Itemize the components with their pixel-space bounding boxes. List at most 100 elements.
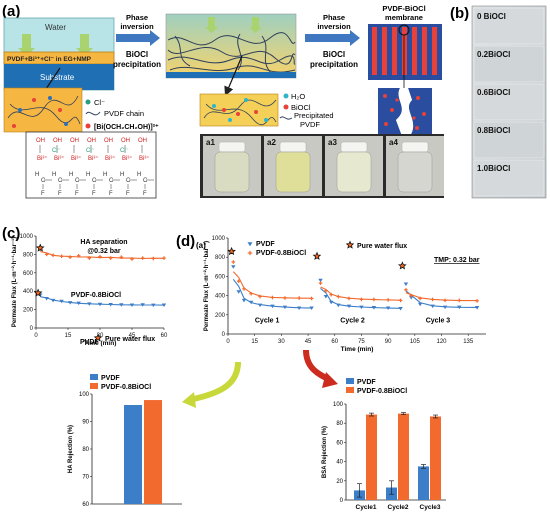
data-point — [119, 303, 124, 307]
membrane-photo — [473, 45, 545, 83]
chem-c: C — [126, 178, 131, 184]
x-tick-label: 135 — [463, 339, 474, 345]
legend-swatch — [90, 374, 98, 380]
x-tick-label: 90 — [385, 339, 392, 345]
data-point — [404, 288, 408, 292]
data-point — [242, 287, 246, 291]
vial-label: a4 — [389, 138, 398, 147]
chem-bi: Bi³⁺ — [37, 155, 48, 162]
y-tick-label: 200 — [215, 313, 226, 319]
data-point — [372, 297, 376, 302]
membrane-schematic: PVDF-BiOCl membrane — [368, 4, 442, 136]
data-point — [67, 301, 73, 305]
chem-f: F — [109, 191, 113, 197]
data-point — [119, 255, 124, 259]
data-point — [409, 295, 414, 300]
chem-h: H — [86, 172, 90, 178]
vial-body — [214, 151, 250, 193]
data-point — [129, 303, 135, 307]
data-point — [309, 306, 314, 311]
chem-h: H — [52, 172, 56, 178]
chem-oh: OH — [121, 138, 130, 144]
data-point — [108, 256, 113, 260]
data-point — [417, 302, 423, 307]
data-point — [457, 305, 462, 310]
precipitation-zoom: H₂O BiOCl Precipitated PVDF — [199, 92, 334, 129]
y-axis-label: Permeate Flux (L·m⁻²·h⁻¹·bar⁻¹) — [11, 237, 18, 327]
series-label: PVDF-0.8BiOCl — [71, 292, 121, 299]
chart-title: HA separation — [80, 239, 127, 246]
data-point — [258, 294, 262, 299]
legend-label: PVDF — [101, 375, 120, 382]
data-point — [329, 300, 334, 305]
chem-c: C — [41, 178, 46, 184]
chem-bi: Bi³⁺ — [139, 155, 150, 162]
chem-bi: Bi³⁺ — [105, 155, 116, 162]
membrane-photo-label: 1.0BiOCl — [477, 164, 510, 173]
membrane-photo-label: 0.2BiOCl — [477, 50, 510, 59]
chem-oh: OH — [138, 138, 147, 144]
membrane-photo-label: 0.6BiOCl — [477, 88, 510, 97]
arrow2-text-2: inversion — [317, 22, 351, 31]
panel-label-c: (c) — [2, 225, 20, 242]
substrate-label: Substrate — [40, 73, 75, 82]
data-point — [336, 294, 341, 299]
data-point — [44, 297, 49, 301]
data-point — [44, 252, 49, 257]
vial-cap — [218, 141, 246, 153]
y-tick-label: 0 — [340, 498, 344, 504]
legend-schematic: Cl⁻ PVDF chain [Bi(OCH₂CH₂OH)]²⁺ — [85, 98, 159, 131]
membrane-photo — [473, 121, 545, 159]
data-point — [231, 265, 236, 269]
y-tick-label: 100 — [79, 392, 90, 398]
chem-oh: OH — [87, 138, 96, 144]
data-point — [297, 296, 301, 300]
pure-water-point — [35, 243, 45, 252]
x-axis-label: Time (min) — [84, 340, 117, 347]
arrow1-text-3: BiOCl — [126, 50, 148, 59]
vial-cap — [279, 141, 307, 153]
data-point — [59, 299, 64, 304]
legend-precipitated-pvdf: PVDF — [300, 120, 320, 129]
chem-cl: Cl⁻ — [86, 148, 95, 154]
legend-marker — [247, 250, 253, 256]
chem-f: F — [58, 191, 62, 197]
y-axis-label: HA Rejection (%) — [68, 425, 74, 473]
y-tick-label: 70 — [82, 475, 89, 481]
data-point — [283, 296, 287, 300]
data-point — [248, 300, 254, 305]
y-tick-label: 0 — [222, 332, 226, 338]
x-tick-label: 75 — [358, 339, 365, 345]
legend-complex: [Bi(OCH₂CH₂OH)]²⁺ — [94, 124, 159, 131]
arrow1-text-1: Phase — [126, 13, 148, 22]
y-tick-label: 0 — [30, 326, 34, 332]
x-tick-label: 60 — [161, 333, 168, 339]
legend-h2o: H₂O — [291, 92, 305, 101]
chem-cl: Cl⁻ — [120, 148, 129, 154]
data-point — [409, 293, 414, 298]
data-point — [50, 298, 56, 303]
data-point — [51, 253, 55, 258]
legend-swatch — [90, 383, 98, 389]
data-point — [403, 282, 409, 287]
series-label: PVDF — [80, 339, 99, 346]
data-point — [98, 254, 102, 259]
data-point — [371, 306, 377, 310]
data-point — [323, 295, 329, 299]
vial-label: a3 — [328, 138, 337, 147]
panel-label-d: (d) — [176, 233, 195, 250]
y-tick-label: 80 — [82, 447, 89, 453]
legend-star — [345, 240, 355, 249]
chem-bi: Bi³⁺ — [54, 155, 65, 162]
data-point — [318, 278, 323, 283]
data-point — [257, 303, 263, 308]
complex-zoom — [3, 87, 83, 133]
chem-cl: Cl⁻ — [52, 148, 61, 154]
x-tick-label: 15 — [65, 333, 72, 339]
data-point — [59, 254, 64, 259]
data-point — [296, 306, 302, 311]
membrane-photo — [473, 7, 545, 45]
data-point — [249, 291, 253, 296]
bar — [144, 400, 162, 504]
data-point — [442, 305, 448, 310]
